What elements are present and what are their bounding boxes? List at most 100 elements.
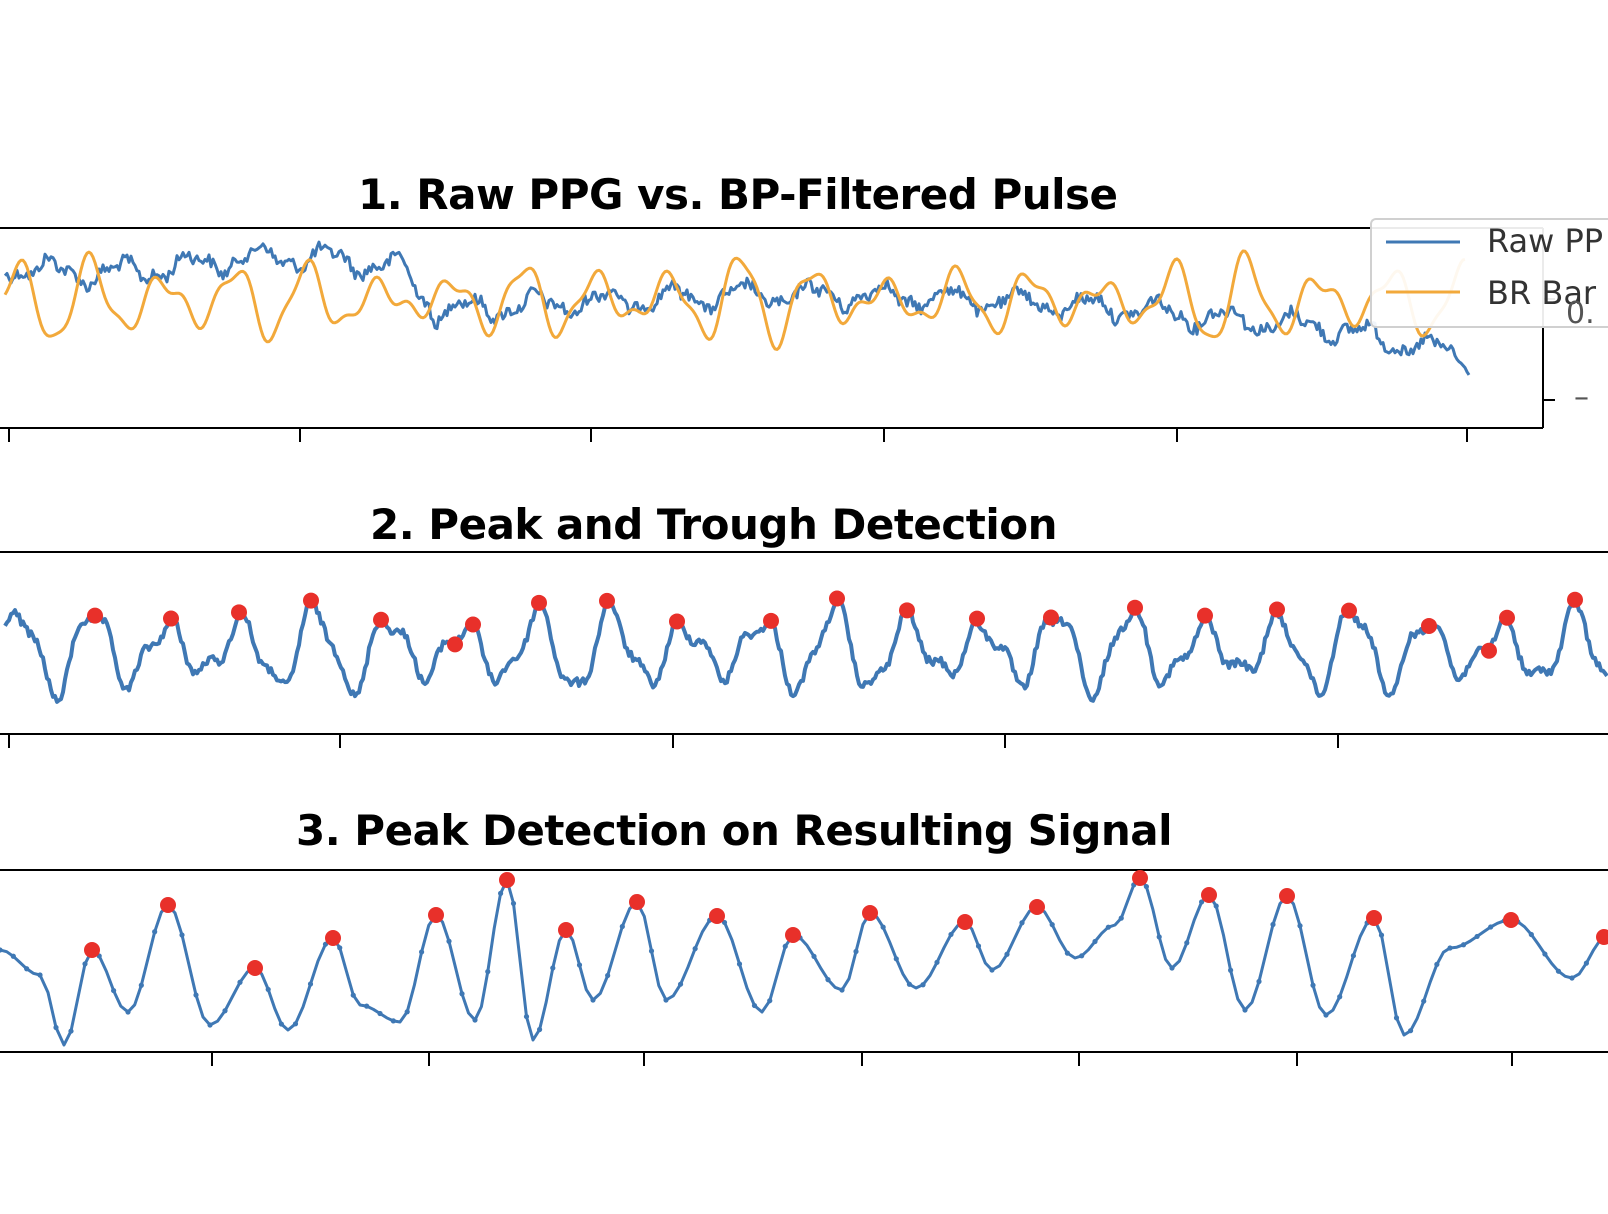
panel3-sample-dot-198: [1378, 932, 1385, 938]
panel3-sample-dot-120: [839, 987, 845, 993]
panel3-sample-dot-208: [1447, 945, 1453, 951]
panel3-sample-dot-168: [1169, 965, 1175, 971]
panel3-sample-dot-126: [880, 924, 886, 930]
panel3-sample-dot-186: [1297, 923, 1303, 929]
panel3-sample-dot-154: [1079, 953, 1085, 959]
panel3-sample-dot-74: [510, 900, 517, 907]
panel3-peak-marker-0: [84, 942, 100, 958]
panel3-peak-marker-7: [629, 894, 645, 910]
panel3-sample-dot-104: [721, 919, 728, 926]
panel2-peak-marker-17: [1269, 601, 1285, 618]
legend-entry-raw: Raw PP: [1487, 222, 1604, 260]
panel3-sample-dot-132: [920, 982, 926, 988]
panel3-peak-marker-12: [1029, 899, 1045, 915]
panel3-sample-dot-2: [10, 953, 16, 959]
panel3-sample-dot-172: [1199, 899, 1205, 905]
panel2-peak-marker-19: [1421, 617, 1437, 634]
panel3-sample-dot-192: [1337, 994, 1343, 1000]
panel3-sample-dot-6: [37, 972, 43, 978]
panel2-peak-marker-2: [231, 604, 247, 621]
panel3-sample-dot-160: [1118, 915, 1124, 921]
panel3-peak-marker-2: [247, 960, 263, 976]
panel3-peak-marker-18: [1596, 929, 1608, 945]
panel3-sample-dot-136: [948, 931, 954, 938]
panel3-sample-dot-116: [811, 953, 817, 959]
panel3-sample-dot-26: [179, 932, 185, 938]
panel3-peak-marker-1: [160, 897, 176, 913]
panel3-sample-dot-140: [975, 943, 982, 949]
panel3-sample-dot-66: [459, 991, 465, 997]
panel3-sample-dot-158: [1105, 924, 1111, 930]
panel3-sample-dot-32: [222, 1008, 228, 1014]
panel3-sample-dot-200: [1393, 1015, 1400, 1021]
panel3-sample-dot-210: [1460, 942, 1467, 948]
panel3-sample-dot-228: [1583, 960, 1589, 966]
panel1-title: 1. Raw PPG vs. BP-Filtered Pulse: [358, 170, 1118, 219]
panel3-sample-dot-64: [446, 938, 452, 944]
panel3-sample-dot-4: [24, 966, 30, 972]
panel3-sample-dot-58: [404, 1009, 410, 1015]
panel3-sample-dot-190: [1323, 1012, 1329, 1018]
panel2-peak-marker-4: [373, 611, 389, 628]
panel2-peak-marker-18: [1341, 602, 1357, 619]
panel2-peak-marker-0: [87, 607, 103, 624]
panel3-series: [0, 876, 1608, 1047]
panel3-sample-dot-90: [619, 923, 625, 930]
panel2-peak-marker-22: [1567, 591, 1583, 608]
panel2-peak-marker-3: [303, 592, 319, 609]
panel2-peak-marker-8: [599, 592, 615, 609]
panel3-sample-dot-226: [1569, 975, 1575, 981]
panel3-sample-dot-96: [663, 997, 669, 1003]
panel3-sample-dot-84: [576, 962, 583, 968]
panel3-sample-dot-188: [1310, 982, 1316, 988]
panel2-title: 2. Peak and Trough Detection: [370, 500, 1058, 549]
ytick-fragment-2: –: [1574, 380, 1589, 415]
panel3-peak-marker-6: [558, 922, 574, 938]
panel3-sample-dot-156: [1092, 938, 1098, 945]
panel3-sample-dot-222: [1542, 951, 1548, 957]
panel3-sample-dot-52: [364, 1003, 370, 1009]
panel3-sample-dot-72: [498, 890, 504, 896]
panel3-sample-dot-86: [590, 997, 596, 1003]
panel3-sample-dot-146: [1019, 920, 1025, 926]
legend-entry-bp: BR Bar: [1487, 274, 1597, 312]
panel3-sample-dot-12: [82, 961, 88, 967]
panel3-sample-dot-150: [1049, 922, 1055, 928]
panel3-sample-dot-152: [1064, 950, 1070, 956]
panel3-peak-marker-16: [1366, 910, 1382, 926]
panel3-sample-dot-16: [111, 987, 117, 994]
panel2-peak-marker-21: [1499, 609, 1515, 626]
panel2-peak-marker-6: [465, 616, 481, 633]
ytick-fragment-1: 0.: [1566, 296, 1595, 331]
panel3-sample-dot-10: [68, 1028, 74, 1034]
panel2-peak-marker-13: [969, 610, 985, 627]
panel3-sample-dot-134: [934, 959, 940, 965]
panel3-sample-dot-142: [989, 967, 995, 973]
panel3-sample-dot-100: [692, 946, 698, 952]
panel3-peak-marker-17: [1503, 912, 1519, 928]
panel2-peak-marker-1: [163, 610, 179, 627]
panel3-sample-dot-68: [472, 1017, 478, 1023]
panel3-peak-marker-5: [499, 872, 515, 888]
panel3-sample-dot-182: [1270, 921, 1276, 928]
panel2-peak-marker-11: [829, 590, 845, 607]
panel3-sample-dot-112: [782, 943, 788, 949]
panel3-sample-dot-144: [1004, 951, 1010, 957]
legend: [1370, 218, 1608, 328]
panel3-peak-marker-11: [957, 914, 973, 930]
panel3-sample-dot-110: [767, 998, 773, 1004]
panel3-sample-dot-38: [265, 986, 271, 993]
panel3-sample-dot-178: [1242, 1007, 1248, 1013]
panel3-sample-dot-206: [1434, 961, 1440, 967]
panel3-sample-dot-220: [1528, 931, 1534, 938]
panel3-sample-dot-98: [677, 981, 684, 987]
panel2-trough-marker-20: [1481, 642, 1497, 659]
panel2-peak-marker-7: [531, 594, 547, 611]
panel3-sample-dot-40: [278, 1021, 284, 1027]
panel2-peak-marker-10: [763, 612, 779, 629]
panel1-series-raw: [3, 240, 1471, 376]
panel3-sample-dot-8: [53, 1024, 59, 1031]
panel1-series-bp: [3, 249, 1466, 351]
panel3-sample-dot-176: [1228, 967, 1234, 973]
